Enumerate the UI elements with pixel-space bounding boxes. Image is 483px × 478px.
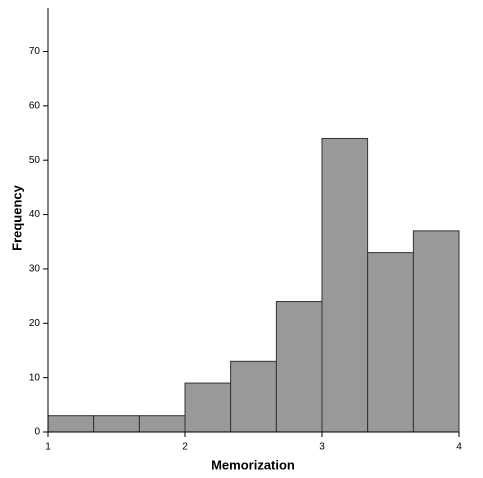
y-axis-title: Frequency (9, 184, 24, 251)
bar (230, 360, 277, 433)
bar (412, 230, 460, 433)
bar (184, 382, 232, 433)
x-tick-label: 1 (45, 442, 51, 453)
x-tick-label: 3 (319, 442, 325, 453)
y-tick-label: 50 (29, 155, 41, 166)
bar (367, 252, 414, 433)
bar (47, 415, 95, 433)
x-tick-label: 2 (182, 442, 188, 453)
bar (93, 415, 140, 433)
x-tick-label: 4 (456, 442, 462, 453)
bar (321, 137, 369, 433)
bar (275, 301, 323, 433)
y-tick-label: 70 (29, 46, 41, 57)
y-tick-label: 10 (29, 372, 41, 383)
y-tick-label: 40 (29, 209, 41, 220)
bar (138, 415, 186, 433)
x-axis-title: Memorization (211, 457, 295, 472)
y-tick-label: 30 (29, 264, 41, 275)
y-tick-label: 0 (34, 427, 40, 438)
y-tick-label: 60 (29, 100, 41, 111)
y-tick-label: 20 (29, 318, 41, 329)
